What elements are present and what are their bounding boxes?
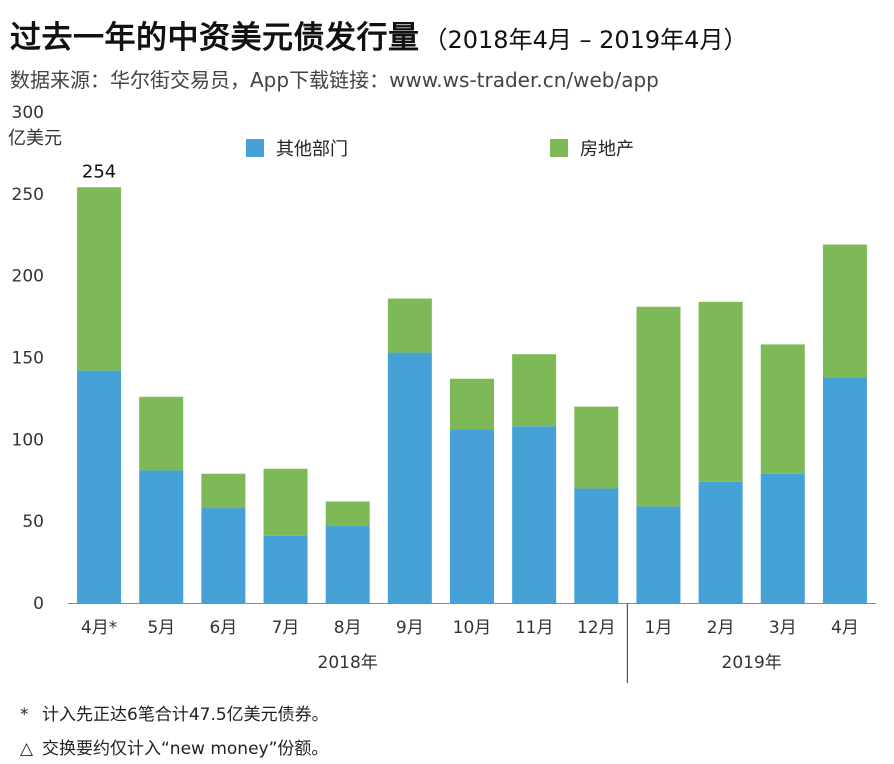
- bar-property: [636, 306, 681, 507]
- footnote-2: △ 交换要约仅计入“new money”份额。: [20, 734, 328, 759]
- x-tick-label: 12月: [577, 618, 616, 638]
- x-tick-label: 9月: [396, 618, 424, 638]
- bar-property: [139, 396, 184, 471]
- x-tick-label: 4月: [831, 618, 859, 638]
- legend-label-property: 房地产: [580, 139, 634, 160]
- footnote-1-text: 计入先正达6笔合计47.5亿美元债券。: [42, 705, 329, 725]
- legend-swatch-property: [550, 139, 568, 157]
- bar-other-sectors: [574, 488, 619, 603]
- bar-other-sectors: [822, 377, 867, 603]
- x-tick-label: 10月: [453, 618, 492, 638]
- x-tick-label: 2月: [707, 618, 735, 638]
- footnote-2-mark: △: [20, 739, 34, 759]
- year-group-label: 2018年: [318, 653, 378, 673]
- y-tick-label: 150: [12, 349, 44, 369]
- bar-total-label: 254: [82, 161, 116, 182]
- bar-other-sectors: [636, 506, 681, 603]
- bar-other-sectors: [77, 370, 122, 603]
- title-date-range: （2018年4月 – 2019年4月）: [423, 26, 748, 54]
- y-axis-label: 亿美元: [8, 128, 62, 149]
- x-tick-label: 1月: [645, 618, 673, 638]
- bar-property: [450, 378, 494, 430]
- chart-title: 过去一年的中资美元债发行量 （2018年4月 – 2019年4月）: [10, 12, 747, 57]
- footnote-2-text: 交换要约仅计入“new money”份额。: [42, 739, 329, 759]
- x-tick-label: 8月: [334, 618, 362, 638]
- legend-swatch-other-sectors: [246, 139, 264, 157]
- bar-other-sectors: [698, 481, 743, 603]
- y-tick-label: 300: [12, 103, 44, 123]
- bar-other-sectors: [201, 508, 246, 603]
- x-tick-label: 4月*: [81, 618, 117, 638]
- bar-property: [387, 298, 432, 353]
- x-tick-label: 7月: [272, 618, 300, 638]
- bar-other-sectors: [139, 470, 184, 603]
- bar-property: [698, 301, 743, 482]
- legend-label-other-sectors: 其他部门: [276, 139, 348, 160]
- bar-other-sectors: [760, 473, 805, 603]
- y-tick-label: 100: [12, 430, 44, 450]
- y-tick-label: 50: [22, 512, 44, 532]
- x-tick-label: 3月: [769, 618, 797, 638]
- year-group-label: 2019年: [722, 653, 782, 673]
- bar-property: [822, 244, 867, 378]
- footnote-1: * 计入先正达6笔合计47.5亿美元债券。: [20, 700, 329, 725]
- bar-other-sectors: [387, 352, 432, 603]
- source-line: 数据来源：华尔街交易员，App下载链接：www.ws-trader.cn/web…: [10, 68, 659, 92]
- y-tick-label: 200: [12, 267, 44, 287]
- bar-property: [77, 187, 122, 371]
- bar-property: [512, 354, 557, 427]
- x-tick-label: 6月: [209, 618, 237, 638]
- bar-other-sectors: [512, 426, 557, 603]
- bar-other-sectors: [325, 526, 370, 603]
- bar-property: [325, 501, 370, 527]
- bar-property: [263, 468, 308, 536]
- bar-other-sectors: [263, 535, 308, 603]
- y-tick-label: 0: [33, 594, 44, 614]
- x-tick-label: 5月: [147, 618, 175, 638]
- footnote-1-mark: *: [20, 705, 29, 725]
- y-tick-label: 250: [12, 185, 44, 205]
- bar-property: [574, 406, 619, 489]
- bar-property: [201, 473, 246, 509]
- x-tick-label: 11月: [515, 618, 554, 638]
- bar-other-sectors: [450, 429, 494, 603]
- title-main: 过去一年的中资美元债发行量: [10, 20, 420, 56]
- bar-property: [760, 344, 805, 474]
